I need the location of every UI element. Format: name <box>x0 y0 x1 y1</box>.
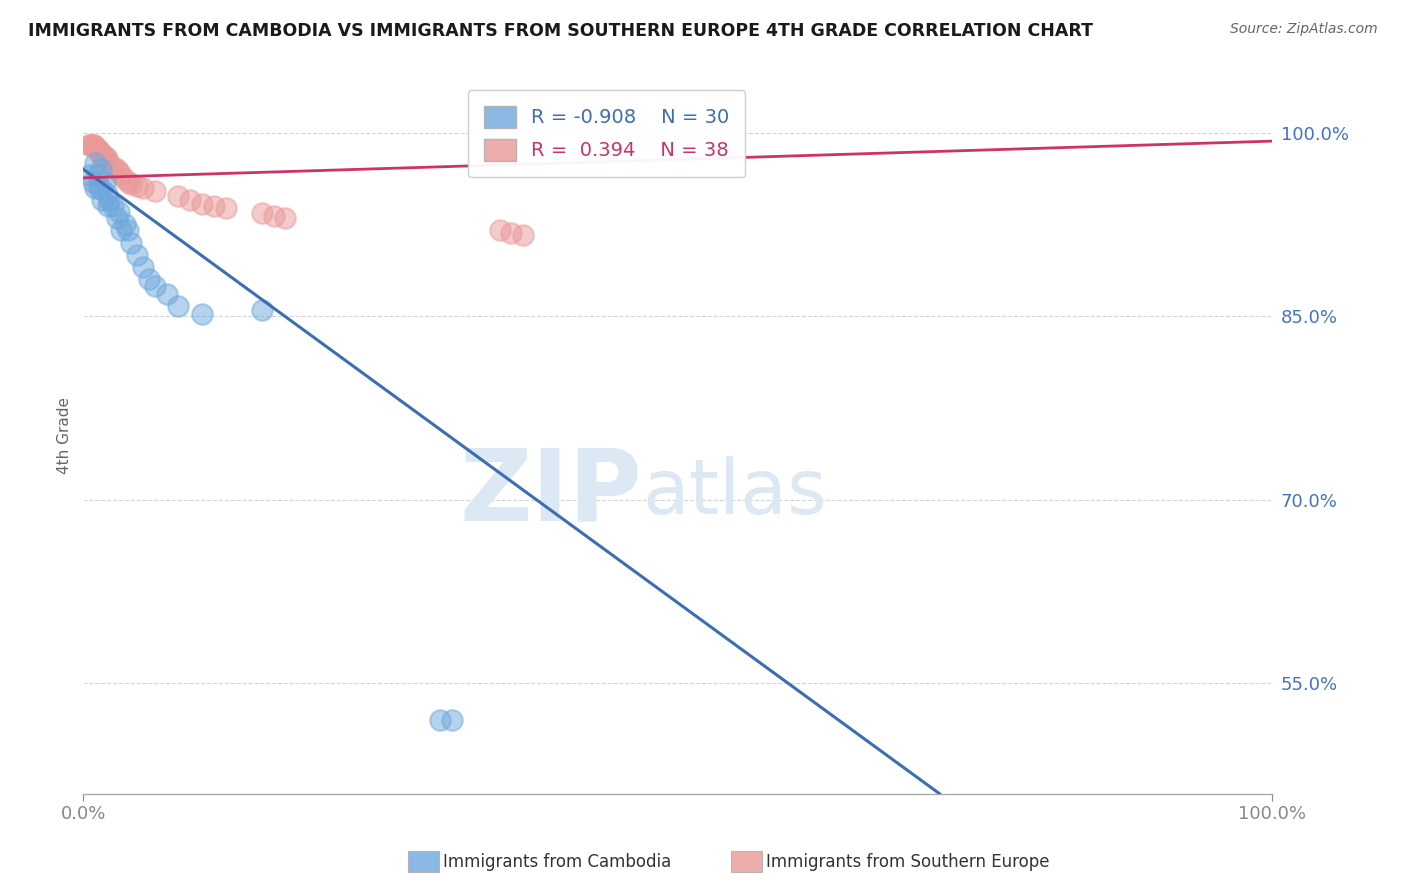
Point <box>101 160 124 174</box>
Point <box>250 206 273 220</box>
Point <box>125 248 148 262</box>
Point <box>167 299 190 313</box>
Point <box>179 193 201 207</box>
Point <box>108 205 131 219</box>
Point <box>440 713 463 727</box>
Point <box>87 144 110 158</box>
Point <box>202 199 225 213</box>
Point <box>84 156 107 170</box>
Point <box>82 174 104 188</box>
Point <box>274 211 297 226</box>
Point <box>82 137 104 152</box>
Text: IMMIGRANTS FROM CAMBODIA VS IMMIGRANTS FROM SOUTHERN EUROPE 4TH GRADE CORRELATIO: IMMIGRANTS FROM CAMBODIA VS IMMIGRANTS F… <box>28 22 1092 40</box>
Point <box>91 147 114 161</box>
Point <box>105 162 128 177</box>
Point <box>143 278 166 293</box>
Text: Source: ZipAtlas.com: Source: ZipAtlas.com <box>1230 22 1378 37</box>
Point <box>97 199 120 213</box>
Point <box>191 307 214 321</box>
Point <box>101 199 124 213</box>
Point <box>120 177 142 191</box>
Text: atlas: atlas <box>643 456 827 530</box>
Point <box>117 174 139 188</box>
Point <box>87 180 110 194</box>
Point <box>501 226 523 240</box>
Point <box>86 140 108 154</box>
Point <box>90 162 112 177</box>
Point <box>114 172 136 186</box>
Point <box>94 150 117 164</box>
Point <box>191 196 214 211</box>
Point <box>488 223 510 237</box>
Legend: R = -0.908    N = 30, R =  0.394    N = 38: R = -0.908 N = 30, R = 0.394 N = 38 <box>468 90 745 178</box>
Point <box>110 169 132 183</box>
Point <box>96 186 118 201</box>
Point <box>132 260 155 275</box>
Text: Immigrants from Cambodia: Immigrants from Cambodia <box>443 853 671 871</box>
Point <box>250 303 273 318</box>
Point <box>93 150 115 164</box>
Point <box>429 713 451 727</box>
Point <box>86 169 108 183</box>
Point <box>93 174 115 188</box>
Point <box>263 209 285 223</box>
Point <box>138 272 160 286</box>
Point <box>215 202 238 216</box>
Point <box>108 165 131 179</box>
Point <box>83 137 105 152</box>
Point <box>86 144 108 158</box>
Point <box>143 184 166 198</box>
Point <box>167 189 190 203</box>
Point <box>105 211 128 226</box>
Point <box>90 180 112 194</box>
Point <box>120 235 142 250</box>
Text: Immigrants from Southern Europe: Immigrants from Southern Europe <box>766 853 1050 871</box>
Point <box>77 137 100 152</box>
Point <box>91 193 114 207</box>
Point <box>98 156 121 170</box>
Point <box>132 180 155 194</box>
Point <box>90 147 112 161</box>
Point <box>110 223 132 237</box>
Text: ZIP: ZIP <box>460 444 643 541</box>
Point <box>114 218 136 232</box>
Point <box>98 193 121 207</box>
Point <box>77 169 100 183</box>
Point <box>80 137 103 152</box>
Point <box>96 153 118 167</box>
Point <box>79 137 101 152</box>
Point <box>84 180 107 194</box>
Point <box>125 179 148 194</box>
Point <box>89 144 111 158</box>
Point <box>93 150 115 164</box>
Point <box>512 228 534 243</box>
Y-axis label: 4th Grade: 4th Grade <box>58 397 72 474</box>
Point <box>155 287 177 301</box>
Point <box>84 140 107 154</box>
Point <box>117 223 139 237</box>
